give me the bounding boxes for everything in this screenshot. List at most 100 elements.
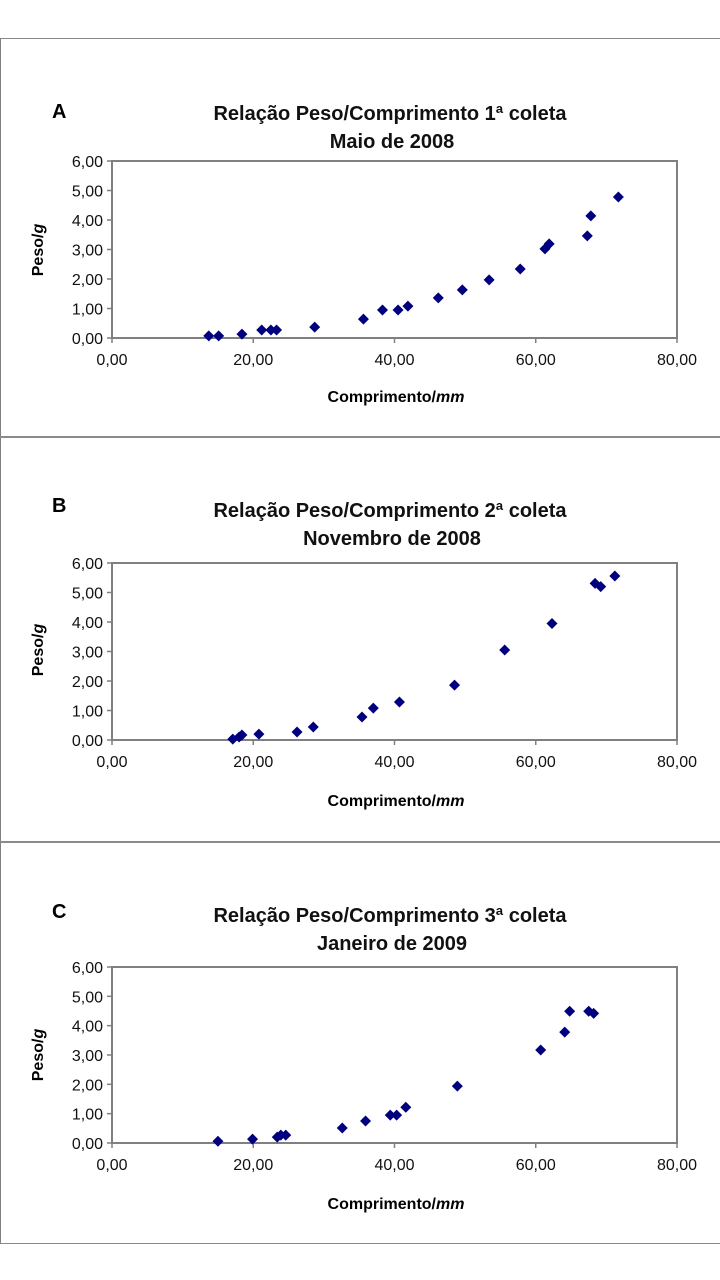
panel-letter: A — [52, 101, 66, 123]
chart-subtitle: Janeiro de 2009 — [317, 933, 467, 955]
data-point — [449, 679, 461, 691]
data-point — [356, 711, 368, 723]
data-point — [271, 1131, 283, 1143]
x-axis-label: Comprimento/mm — [328, 389, 465, 406]
data-point — [271, 324, 283, 336]
data-point — [391, 1109, 403, 1121]
data-point — [247, 1133, 259, 1145]
data-point — [236, 729, 248, 741]
chart-title: Relação Peso/Comprimento 2ª coleta — [213, 500, 567, 522]
x-tick-label: 40,00 — [374, 754, 414, 771]
data-point — [402, 300, 414, 312]
y-tick-label: 4,00 — [72, 1019, 103, 1036]
data-point — [514, 263, 526, 275]
chart-panel-c: C Relação Peso/Comprimento 3ª coleta Janei… — [30, 901, 697, 1213]
x-axis-label: Comprimento/mm — [328, 793, 465, 810]
y-tick-label: 3,00 — [72, 1048, 103, 1065]
y-tick-label: 1,00 — [72, 1107, 103, 1124]
panel-divider — [0, 841, 720, 843]
data-point — [213, 330, 225, 342]
panel-divider — [0, 436, 720, 438]
y-tick-label: 3,00 — [72, 645, 103, 662]
y-tick-label: 4,00 — [72, 213, 103, 230]
data-point — [456, 284, 468, 296]
data-point — [581, 230, 593, 242]
x-tick-label: 0,00 — [96, 352, 127, 369]
y-tick-label: 5,00 — [72, 184, 103, 201]
data-point — [336, 1122, 348, 1134]
y-tick-label: 0,00 — [72, 733, 103, 750]
data-point — [360, 1115, 372, 1127]
y-tick-label: 3,00 — [72, 243, 103, 260]
data-point — [499, 644, 511, 656]
data-point — [309, 321, 321, 333]
figure-frame — [0, 38, 720, 1244]
y-tick-label: 0,00 — [72, 1136, 103, 1153]
data-point — [535, 1044, 547, 1056]
data-point — [367, 702, 379, 714]
panel-letter: B — [52, 495, 66, 517]
data-point — [585, 210, 597, 222]
y-tick-label: 0,00 — [72, 331, 103, 348]
data-point — [400, 1101, 412, 1113]
panel-letter: C — [52, 901, 66, 923]
y-tick-label: 2,00 — [72, 1077, 103, 1094]
data-point — [256, 324, 268, 336]
y-tick-label: 1,00 — [72, 302, 103, 319]
x-tick-label: 80,00 — [657, 754, 697, 771]
y-tick-label: 2,00 — [72, 272, 103, 289]
data-point — [212, 1135, 224, 1147]
y-tick-label: 1,00 — [72, 704, 103, 721]
x-tick-label: 60,00 — [516, 754, 556, 771]
data-point — [483, 274, 495, 286]
data-point — [236, 328, 248, 340]
data-point — [588, 1007, 600, 1019]
data-point — [307, 721, 319, 733]
y-tick-label: 4,00 — [72, 615, 103, 632]
y-tick-label: 5,00 — [72, 989, 103, 1006]
data-point — [357, 313, 369, 325]
data-point — [609, 570, 621, 582]
y-axis-label: Peso/g — [30, 624, 47, 677]
data-point — [612, 191, 624, 203]
x-tick-label: 0,00 — [96, 1157, 127, 1174]
x-tick-label: 40,00 — [374, 1157, 414, 1174]
data-point — [265, 324, 277, 336]
data-point — [392, 304, 404, 316]
y-axis-label: Peso/g — [30, 224, 47, 277]
data-point — [595, 581, 607, 593]
x-axis-label: Comprimento/mm — [328, 1196, 465, 1213]
data-point — [432, 292, 444, 304]
data-point — [280, 1129, 292, 1141]
x-tick-label: 40,00 — [374, 352, 414, 369]
y-tick-label: 6,00 — [72, 154, 103, 171]
x-tick-label: 20,00 — [233, 754, 273, 771]
data-point — [451, 1080, 463, 1092]
x-tick-label: 80,00 — [657, 1157, 697, 1174]
data-point — [546, 617, 558, 629]
data-point — [384, 1109, 396, 1121]
chart-subtitle: Maio de 2008 — [330, 131, 455, 153]
data-point — [203, 330, 215, 342]
y-tick-label: 5,00 — [72, 586, 103, 603]
chart-title: Relação Peso/Comprimento 1ª coleta — [213, 103, 567, 125]
data-point — [253, 728, 265, 740]
chart-title: Relação Peso/Comprimento 3ª coleta — [213, 905, 567, 927]
data-point — [564, 1005, 576, 1017]
chart-subtitle: Novembro de 2008 — [303, 528, 481, 550]
data-point — [393, 696, 405, 708]
data-point — [559, 1026, 571, 1038]
x-tick-label: 60,00 — [516, 1157, 556, 1174]
x-tick-label: 0,00 — [96, 754, 127, 771]
x-tick-label: 20,00 — [233, 1157, 273, 1174]
y-tick-label: 6,00 — [72, 960, 103, 977]
y-axis-label: Peso/g — [30, 1029, 47, 1082]
chart-panel-a: A Relação Peso/Comprimento 1ª coleta Maio … — [30, 101, 697, 406]
data-point — [291, 726, 303, 738]
x-tick-label: 20,00 — [233, 352, 273, 369]
data-point — [543, 238, 555, 250]
y-tick-label: 2,00 — [72, 674, 103, 691]
x-tick-label: 60,00 — [516, 352, 556, 369]
data-point — [376, 304, 388, 316]
y-tick-label: 6,00 — [72, 556, 103, 573]
